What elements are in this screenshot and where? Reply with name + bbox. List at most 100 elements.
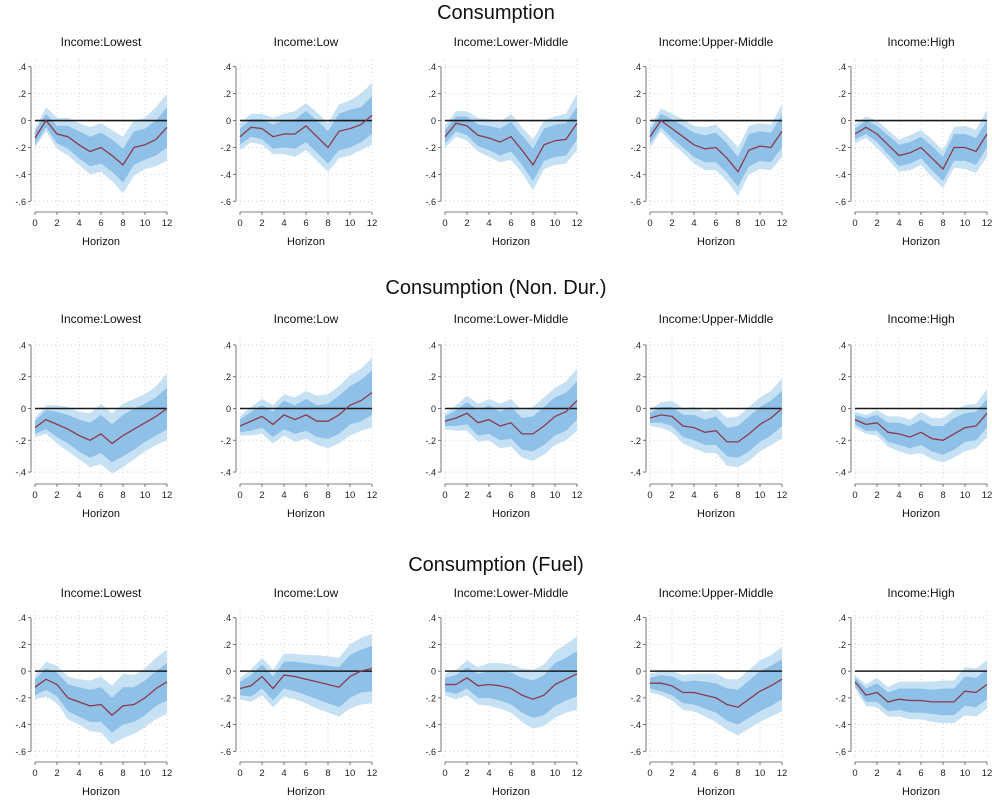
x-tick-label: 4 — [896, 768, 901, 779]
y-tick-label: 0 — [841, 667, 846, 677]
y-tick-label: 0 — [636, 667, 641, 677]
y-tick-label: -.6 — [15, 747, 26, 757]
x-tick-label: 10 — [755, 768, 766, 779]
irf-line — [34, 119, 168, 166]
x-tick-label: 0 — [32, 218, 37, 229]
x-tick-label: 2 — [259, 768, 264, 779]
y-tick-label: 0 — [21, 667, 26, 677]
x-tick-label: 8 — [735, 768, 740, 779]
x-tick-label: 12 — [367, 768, 378, 779]
y-tick-label: .4 — [633, 340, 641, 350]
y-tick-label: .4 — [428, 62, 436, 72]
x-tick-label: 2 — [669, 218, 674, 229]
panel-title: Income:Lower-Middle — [454, 586, 569, 600]
x-tick-label: 10 — [550, 768, 561, 779]
x-tick-label: 2 — [464, 768, 469, 779]
inner-confidence-band — [855, 669, 987, 716]
x-axis-label: Horizon — [82, 508, 120, 520]
inner-confidence-band — [650, 113, 782, 187]
y-tick-label: .2 — [18, 89, 26, 99]
x-tick-label: 4 — [281, 768, 286, 779]
panel-title: Income:High — [887, 35, 954, 49]
x-tick-label: 10 — [960, 490, 971, 501]
y-tick-label: -.6 — [425, 747, 436, 757]
y-tick-label: .4 — [838, 340, 846, 350]
x-tick-label: 10 — [345, 218, 356, 229]
x-tick-label: 8 — [325, 768, 330, 779]
x-axis-label: Horizon — [902, 236, 940, 248]
y-tick-label: -.2 — [630, 693, 641, 703]
x-tick-label: 8 — [325, 218, 330, 229]
y-tick-label: .2 — [838, 89, 846, 99]
x-tick-label: 10 — [960, 218, 971, 229]
inner-confidence-band — [35, 107, 167, 183]
x-axis-label: Horizon — [697, 236, 735, 248]
panel-2-5: Income:High .4 .2 0 -.2 -.4 0 2 4 6 8 10 12 Horizon — [835, 312, 992, 520]
x-tick-label: 12 — [982, 768, 992, 779]
y-tick-label: -.4 — [630, 720, 641, 730]
x-tick-label: 2 — [259, 218, 264, 229]
y-tick-label: -.4 — [425, 720, 436, 730]
y-tick-label: .2 — [428, 89, 436, 99]
x-tick-label: 4 — [486, 490, 491, 501]
y-tick-label: -.2 — [835, 693, 846, 703]
x-tick-label: 2 — [464, 218, 469, 229]
x-tick-label: 10 — [550, 218, 561, 229]
panel-3-5: Income:High .4 .2 0 -.2 -.4 -.6 0 2 4 6 8 10 12 Horizo… — [835, 586, 992, 798]
y-tick-label: -.6 — [220, 747, 231, 757]
x-tick-label: 10 — [960, 768, 971, 779]
x-tick-label: 2 — [54, 768, 59, 779]
y-tick-label: -.2 — [425, 143, 436, 153]
x-tick-label: 6 — [303, 768, 308, 779]
x-tick-label: 2 — [874, 218, 879, 229]
y-tick-label: -.6 — [835, 197, 846, 207]
x-tick-label: 8 — [325, 490, 330, 501]
x-tick-label: 0 — [442, 218, 447, 229]
x-tick-label: 6 — [508, 490, 513, 501]
y-tick-label: -.4 — [630, 468, 641, 478]
x-axis-label: Horizon — [287, 508, 325, 520]
irf-line — [444, 122, 578, 167]
x-tick-label: 6 — [98, 218, 103, 229]
x-tick-label: 10 — [345, 768, 356, 779]
y-tick-label: -.6 — [835, 747, 846, 757]
irf-line — [854, 412, 988, 441]
y-tick-label: .2 — [223, 89, 231, 99]
x-tick-label: 12 — [572, 490, 583, 501]
x-tick-label: 6 — [713, 768, 718, 779]
y-tick-label: -.4 — [835, 170, 846, 180]
y-tick-label: .4 — [18, 340, 26, 350]
irf-line — [649, 119, 783, 173]
x-tick-label: 10 — [140, 768, 151, 779]
x-tick-label: 10 — [755, 218, 766, 229]
y-tick-label: -.2 — [425, 436, 436, 446]
x-tick-label: 4 — [691, 768, 696, 779]
panel-title: Income:Lower-Middle — [454, 312, 569, 326]
x-tick-label: 4 — [281, 490, 286, 501]
y-tick-label: -.4 — [835, 468, 846, 478]
x-tick-label: 0 — [852, 218, 857, 229]
x-tick-label: 0 — [647, 490, 652, 501]
x-tick-label: 12 — [982, 490, 992, 501]
x-tick-label: 2 — [669, 490, 674, 501]
y-tick-label: .4 — [18, 613, 26, 623]
irf-line — [650, 678, 783, 708]
panel-2-4: Income:Upper-Middle .4 .2 0 -.2 -.4 0 2 4 6 8 10 12 H… — [630, 312, 787, 520]
y-tick-label: 0 — [431, 667, 436, 677]
y-tick-label: .2 — [428, 640, 436, 650]
x-axis-label: Horizon — [287, 236, 325, 248]
x-tick-label: 4 — [76, 490, 81, 501]
x-tick-label: 2 — [874, 490, 879, 501]
x-tick-label: 8 — [735, 218, 740, 229]
panel-3-1: Income:Lowest .4 .2 0 -.2 -.4 -.6 0 2 4 6 8 10 12 Hori… — [15, 586, 172, 798]
x-tick-label: 10 — [550, 490, 561, 501]
y-tick-label: .2 — [633, 89, 641, 99]
x-tick-label: 12 — [572, 218, 583, 229]
x-tick-label: 12 — [367, 490, 378, 501]
x-tick-label: 4 — [281, 218, 286, 229]
y-tick-label: .4 — [428, 613, 436, 623]
inner-confidence-band — [445, 651, 577, 718]
x-tick-label: 8 — [530, 218, 535, 229]
x-axis-label: Horizon — [902, 508, 940, 520]
